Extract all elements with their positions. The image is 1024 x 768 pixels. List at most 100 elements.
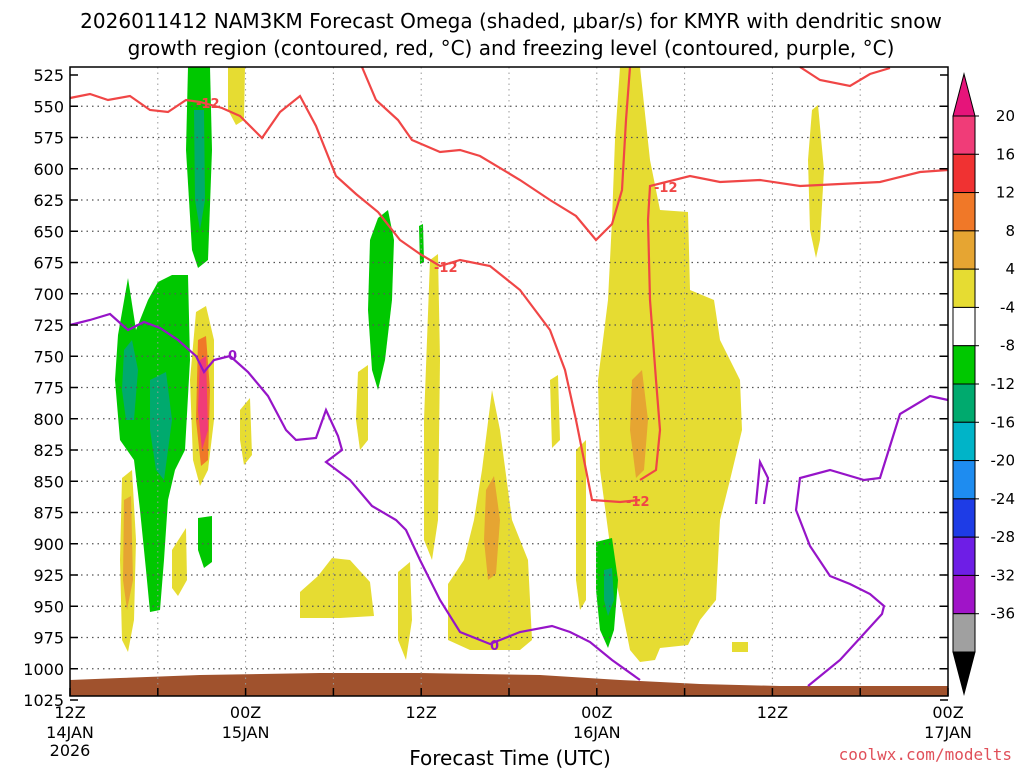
y-tick-label: 975 bbox=[33, 629, 64, 648]
freezing-label-1: 0 bbox=[228, 349, 237, 364]
colorbar-segment bbox=[952, 613, 976, 653]
x-tick-label: 00Z bbox=[932, 703, 963, 722]
colorbar-top-arrow bbox=[952, 72, 976, 117]
omega-area-yellow-thin-b bbox=[550, 375, 560, 448]
colorbar-segment bbox=[952, 460, 976, 500]
y-axis: 525 550 575 600 625 650 675 700 725 750 775 800 825 8… bbox=[23, 66, 948, 710]
colorbar-segment bbox=[952, 306, 976, 347]
freezing-contour-right-2 bbox=[794, 394, 949, 687]
y-tick-label: 825 bbox=[33, 441, 64, 460]
y-tick-label: 600 bbox=[33, 160, 64, 179]
x-tick-label: 12Z bbox=[54, 703, 85, 722]
dgz-contours bbox=[69, 66, 949, 504]
y-tick-label: 550 bbox=[33, 97, 64, 116]
colorbar-label: -4 bbox=[1000, 298, 1015, 316]
colorbar: 20 16 12 8 4 -4 -8 -12 -16 -20 -24 -28 -32 -36 bbox=[952, 72, 1016, 696]
y-tick-label: 875 bbox=[33, 504, 64, 523]
x-tick-label: 12Z bbox=[406, 703, 437, 722]
omega-area-green-small bbox=[198, 516, 212, 568]
colorbar-segment bbox=[952, 268, 976, 308]
freezing-labels: 0 0 bbox=[228, 349, 499, 654]
y-tick-label: 900 bbox=[33, 535, 64, 554]
omega-area-magenta-core bbox=[198, 356, 208, 450]
freezing-contour-main bbox=[69, 312, 641, 681]
y-tick-label: 675 bbox=[33, 254, 64, 273]
x-axis-title: Forecast Time (UTC) bbox=[409, 746, 611, 768]
y-tick-label: 950 bbox=[33, 597, 64, 616]
dgz-label-3: -12 bbox=[654, 181, 678, 196]
colorbar-label: -32 bbox=[991, 566, 1016, 584]
colorbar-label: -24 bbox=[991, 490, 1016, 508]
colorbar-segment bbox=[952, 153, 976, 194]
colorbar-label: -36 bbox=[991, 605, 1016, 623]
colorbar-segment bbox=[952, 115, 976, 155]
colorbar-segment bbox=[952, 345, 976, 385]
colorbar-label: 12 bbox=[996, 184, 1015, 202]
freezing-contours bbox=[69, 312, 949, 687]
x-tick-date: 14JAN bbox=[46, 723, 94, 742]
colorbar-bottom-arrow bbox=[952, 651, 976, 696]
freezing-contour-right-1 bbox=[754, 458, 770, 505]
y-tick-label: 625 bbox=[33, 191, 64, 210]
freezing-label-2: 0 bbox=[490, 639, 499, 654]
x-tick-date: 17JAN bbox=[924, 723, 972, 742]
y-tick-label: 800 bbox=[33, 410, 64, 429]
colorbar-segment bbox=[952, 383, 976, 423]
omega-area-yellow-small-right bbox=[732, 642, 748, 652]
colorbar-label: 8 bbox=[1005, 222, 1015, 240]
colorbar-segment bbox=[952, 498, 976, 538]
omega-shading bbox=[115, 67, 824, 662]
y-tick-label: 775 bbox=[33, 379, 64, 398]
x-tick-label: 00Z bbox=[230, 703, 261, 722]
omega-area-yellow-far-right bbox=[808, 105, 824, 258]
colorbar-label: -20 bbox=[991, 452, 1016, 470]
y-tick-label: 750 bbox=[33, 347, 64, 366]
y-tick-label: 700 bbox=[33, 285, 64, 304]
omega-area-orange-central bbox=[484, 476, 500, 580]
omega-area-green-mid bbox=[368, 210, 394, 390]
y-tick-label: 650 bbox=[33, 222, 64, 241]
colorbar-label: -8 bbox=[1000, 337, 1015, 355]
x-tick-date: 16JAN bbox=[573, 723, 621, 742]
omega-area-yellow-right bbox=[598, 67, 742, 662]
y-tick-label: 1000 bbox=[23, 660, 64, 679]
y-tick-label: 850 bbox=[33, 472, 64, 491]
chart-title-line-1: 2026011412 NAM3KM Forecast Omega (shaded… bbox=[80, 9, 942, 33]
x-tick-label: 12Z bbox=[757, 703, 788, 722]
y-tick-label: 925 bbox=[33, 566, 64, 585]
dgz-contour-upper-left bbox=[69, 92, 641, 504]
omega-area-yellow-col-b bbox=[300, 558, 374, 618]
colorbar-segment bbox=[952, 536, 976, 576]
omega-area-yellow-thin bbox=[356, 365, 368, 450]
omega-area-yellow-col-c bbox=[398, 562, 412, 660]
x-tick-date: 15JAN bbox=[222, 723, 270, 742]
y-tick-label: 725 bbox=[33, 316, 64, 335]
credit-link[interactable]: coolwx.com/modelts bbox=[839, 745, 1012, 764]
omega-area-orange-right bbox=[630, 370, 648, 478]
omega-area-orange-left-col bbox=[123, 496, 133, 610]
omega-area-yellow-top-small bbox=[228, 67, 245, 125]
dgz-labels: -12 -12 -12 -12 bbox=[196, 97, 678, 510]
omega-area-yellow-small-a bbox=[172, 528, 187, 596]
omega-area-teal-right bbox=[604, 568, 614, 616]
dgz-contour-right bbox=[639, 168, 949, 481]
omega-area-teal-left-2 bbox=[150, 372, 172, 480]
x-tick-label: 00Z bbox=[581, 703, 612, 722]
colorbar-segment bbox=[952, 421, 976, 462]
omega-area-yellow-col-a bbox=[424, 254, 440, 560]
dgz-label-2: -12 bbox=[434, 261, 458, 276]
x-tick-year: 2026 bbox=[50, 741, 91, 760]
omega-area-yellow-thin-c bbox=[576, 440, 586, 610]
colorbar-label: 16 bbox=[996, 145, 1015, 163]
colorbar-label: -12 bbox=[991, 375, 1016, 393]
colorbar-segment bbox=[952, 574, 976, 615]
colorbar-segment bbox=[952, 230, 976, 270]
colorbar-label: 20 bbox=[996, 107, 1015, 125]
dgz-contour-top-right bbox=[799, 66, 891, 88]
y-tick-label: 525 bbox=[33, 66, 64, 85]
dgz-label-1: -12 bbox=[196, 97, 220, 112]
colorbar-label: -16 bbox=[991, 413, 1016, 431]
dgz-contour-upper-right bbox=[360, 66, 632, 242]
colorbar-label: -28 bbox=[991, 528, 1016, 546]
